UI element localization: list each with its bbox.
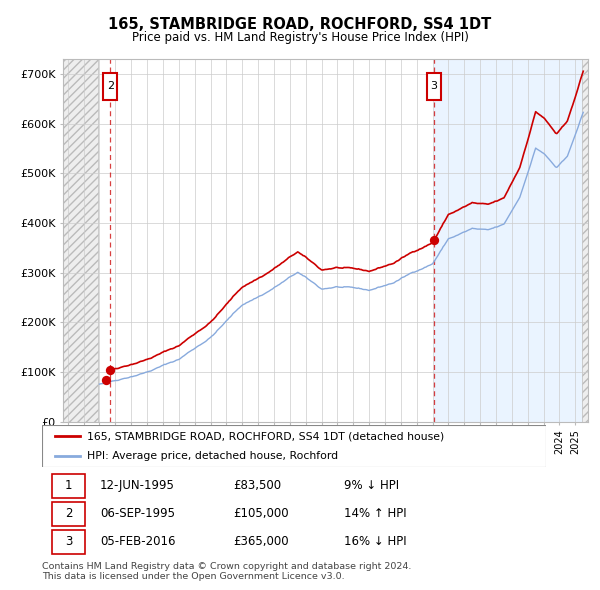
- Text: 3: 3: [430, 81, 437, 91]
- Text: 165, STAMBRIDGE ROAD, ROCHFORD, SS4 1DT (detached house): 165, STAMBRIDGE ROAD, ROCHFORD, SS4 1DT …: [88, 431, 445, 441]
- Point: [106, 365, 115, 375]
- Bar: [52, 530, 85, 554]
- Text: £83,500: £83,500: [233, 480, 281, 493]
- Text: 165, STAMBRIDGE ROAD, ROCHFORD, SS4 1DT: 165, STAMBRIDGE ROAD, ROCHFORD, SS4 1DT: [109, 17, 491, 31]
- Text: £365,000: £365,000: [233, 535, 289, 548]
- Text: £105,000: £105,000: [233, 507, 289, 520]
- Bar: [427, 73, 441, 100]
- Text: 3: 3: [65, 535, 72, 548]
- Point: [429, 236, 439, 245]
- Text: 9% ↓ HPI: 9% ↓ HPI: [344, 480, 400, 493]
- Text: 2: 2: [65, 507, 72, 520]
- Text: 12-JUN-1995: 12-JUN-1995: [100, 480, 175, 493]
- Point: [101, 376, 111, 385]
- Text: 16% ↓ HPI: 16% ↓ HPI: [344, 535, 407, 548]
- Text: 05-FEB-2016: 05-FEB-2016: [100, 535, 175, 548]
- Text: Contains HM Land Registry data © Crown copyright and database right 2024.
This d: Contains HM Land Registry data © Crown c…: [42, 562, 412, 581]
- Text: HPI: Average price, detached house, Rochford: HPI: Average price, detached house, Roch…: [88, 451, 338, 461]
- Bar: [581, 59, 588, 422]
- Text: Price paid vs. HM Land Registry's House Price Index (HPI): Price paid vs. HM Land Registry's House …: [131, 31, 469, 44]
- Text: 1: 1: [65, 480, 72, 493]
- Bar: [434, 59, 581, 422]
- Bar: [52, 502, 85, 526]
- Text: 06-SEP-1995: 06-SEP-1995: [100, 507, 175, 520]
- Text: 2: 2: [107, 81, 114, 91]
- Bar: [52, 474, 85, 498]
- Bar: [103, 73, 118, 100]
- Text: 14% ↑ HPI: 14% ↑ HPI: [344, 507, 407, 520]
- Bar: [63, 59, 98, 422]
